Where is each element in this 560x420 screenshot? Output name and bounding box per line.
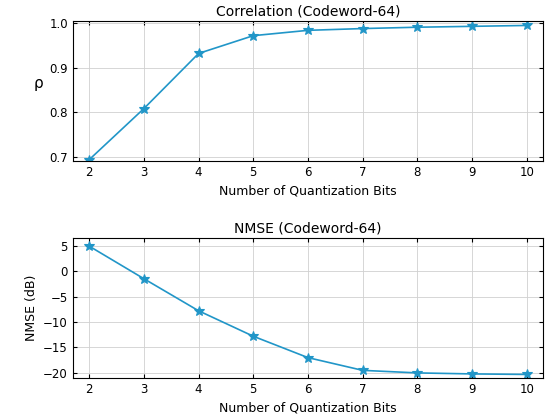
Y-axis label: ρ: ρ xyxy=(34,76,43,91)
Y-axis label: NMSE (dB): NMSE (dB) xyxy=(25,275,38,341)
X-axis label: Number of Quantization Bits: Number of Quantization Bits xyxy=(219,184,397,197)
Title: NMSE (Codeword-64): NMSE (Codeword-64) xyxy=(234,221,382,236)
Title: Correlation (Codeword-64): Correlation (Codeword-64) xyxy=(216,5,400,18)
X-axis label: Number of Quantization Bits: Number of Quantization Bits xyxy=(219,402,397,415)
